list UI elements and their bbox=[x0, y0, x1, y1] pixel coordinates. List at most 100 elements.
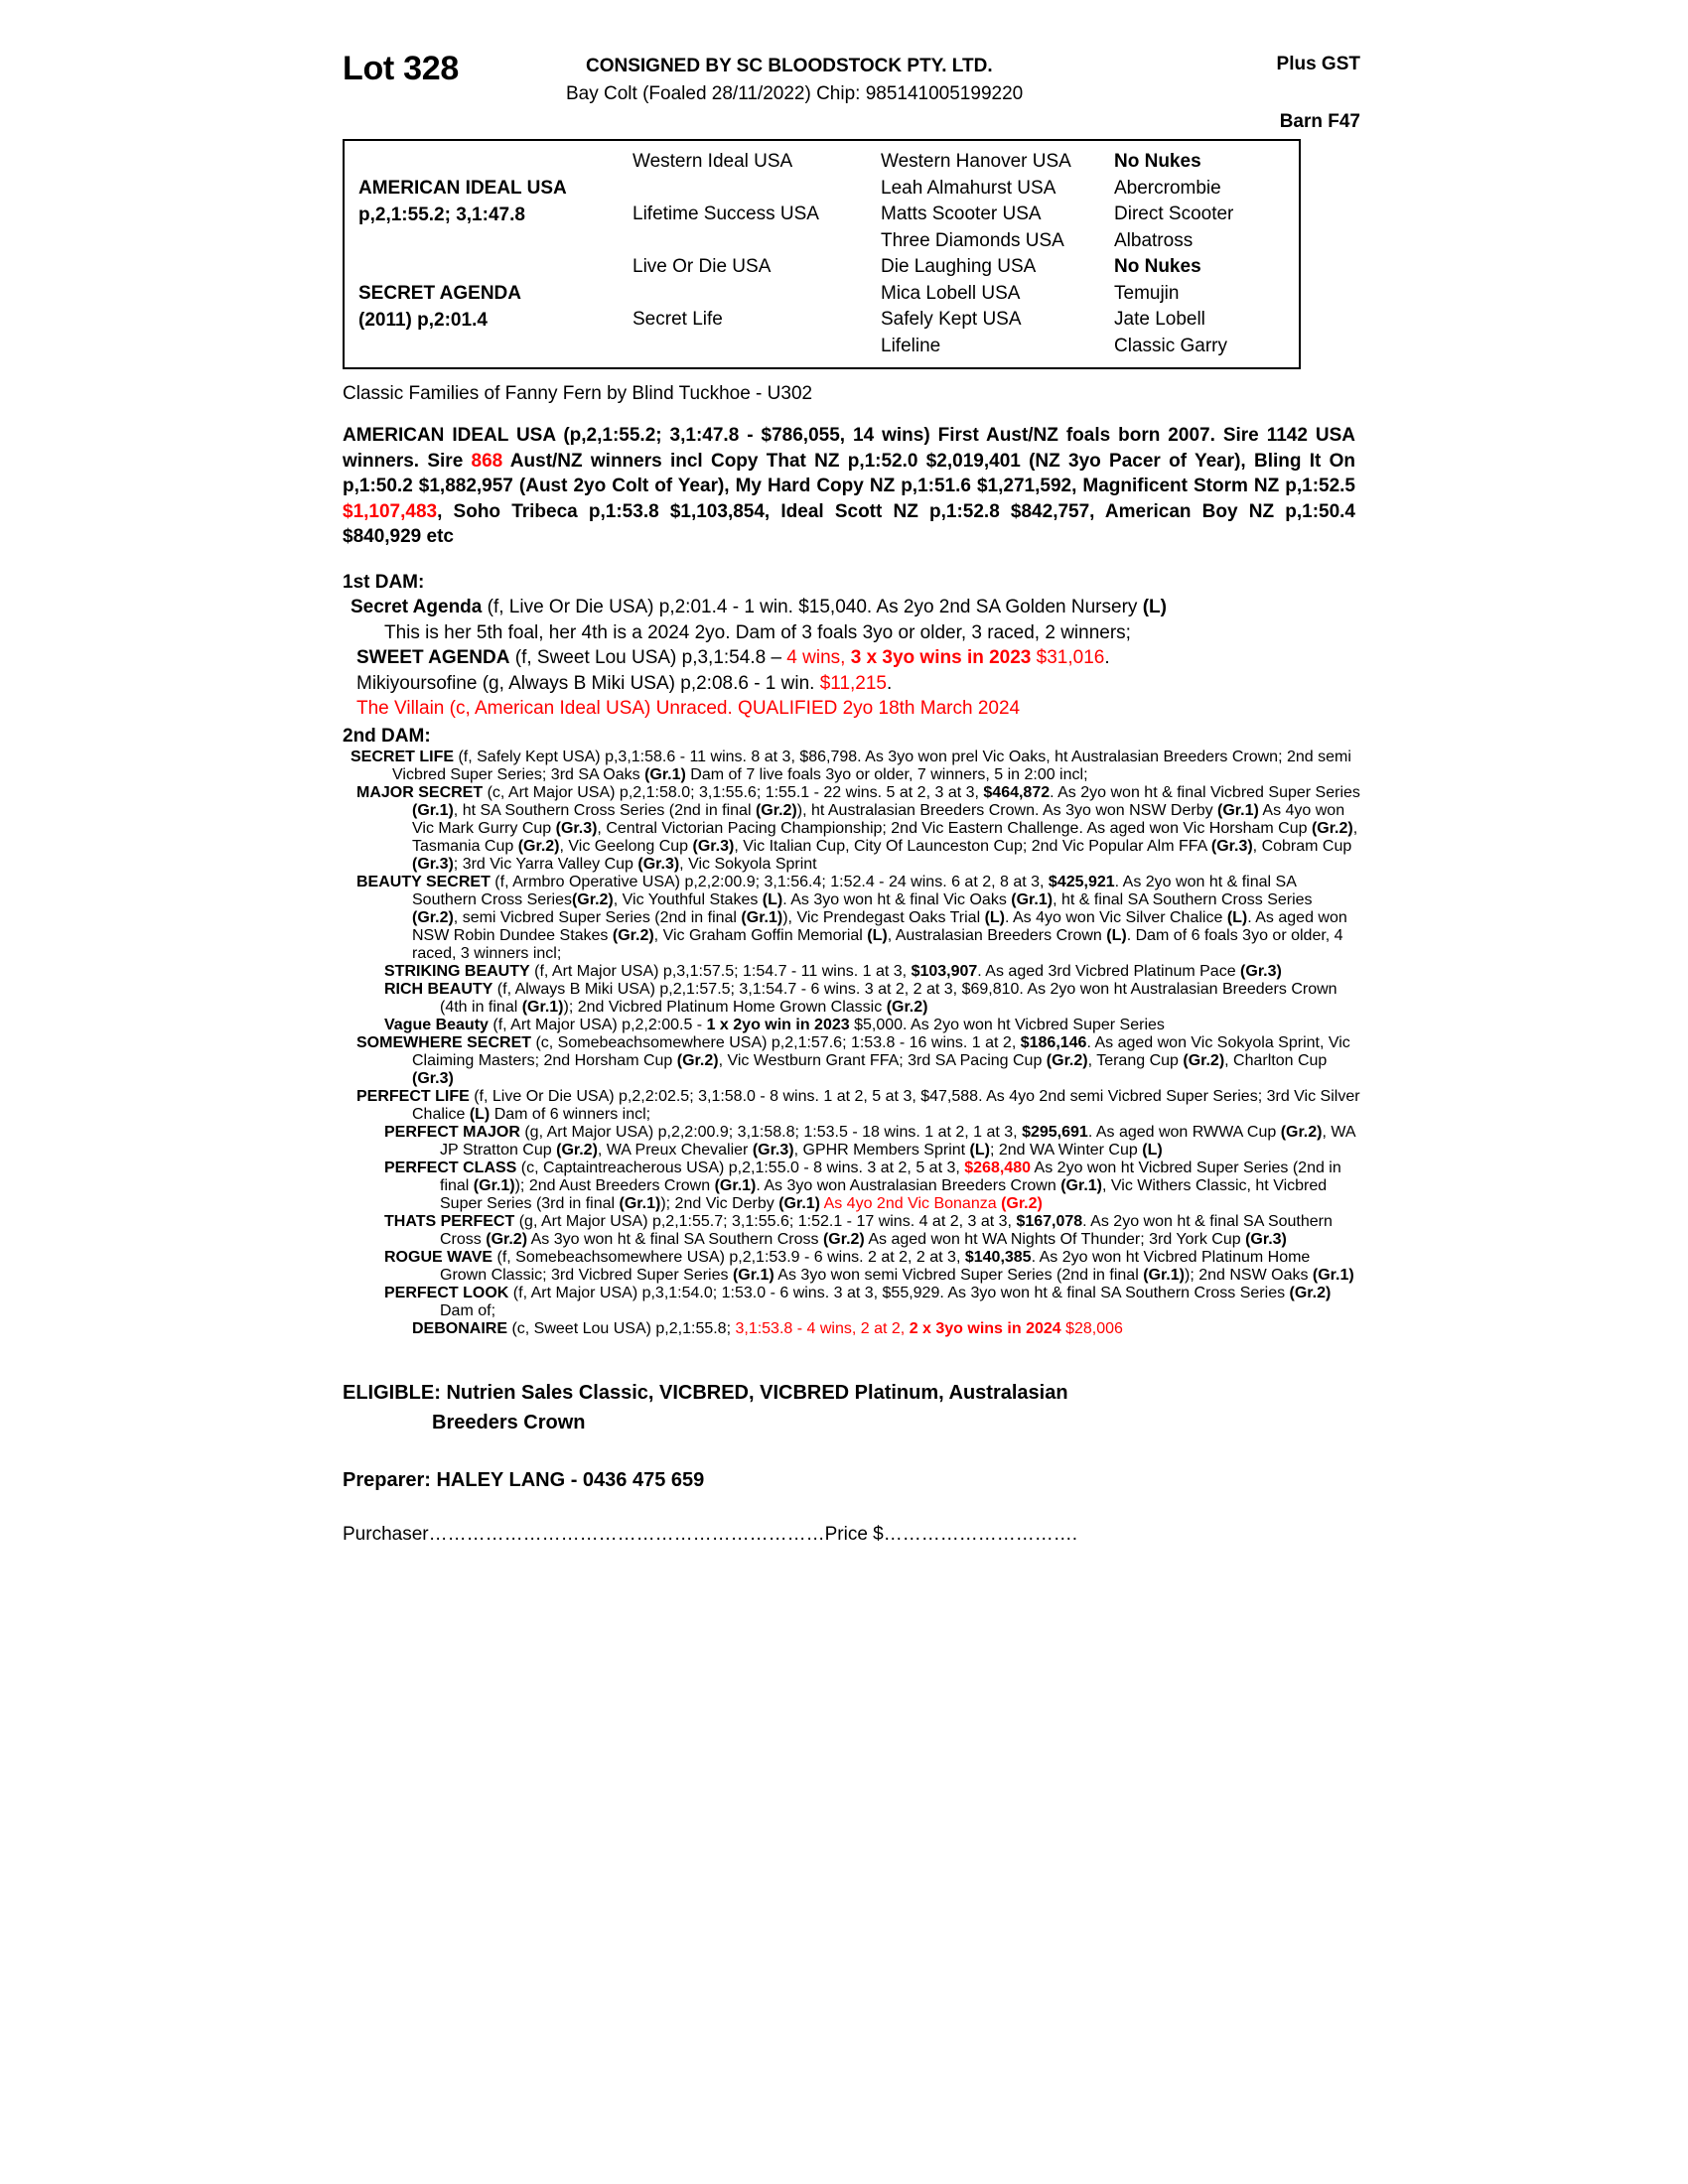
pedigree-entry-segment: (f, Safely Kept USA) p,3,1:58.6 - 11 win… bbox=[392, 749, 1351, 783]
pedigree-entry-segment: Dam of; bbox=[440, 1302, 496, 1319]
pedigree-entry-segment: (L) bbox=[969, 1142, 990, 1159]
pedigree-entry-segment: Mikiyoursofine (g, Always B Miki USA) p,… bbox=[356, 672, 820, 694]
pedigree-entry-segment: , Charlton Cup bbox=[1224, 1052, 1328, 1069]
pedigree-entry-segment: 1 x 2yo win in 2023 bbox=[706, 1017, 850, 1033]
pedigree-entry-segment: 4 wins, bbox=[786, 647, 851, 668]
pedigree-sire-cell: AMERICAN IDEAL USA p,2,1:55.2; 3,1:47.8 bbox=[345, 149, 633, 254]
pedigree-entry-segment: (Gr.2) bbox=[1311, 820, 1353, 837]
pedigree-entry: This is her 5th foal, her 4th is a 2024 … bbox=[343, 620, 1397, 646]
pedigree-entry-segment: (Gr.1) bbox=[714, 1177, 757, 1194]
pedigree-entry-segment: . As 4yo won Vic Silver Chalice bbox=[1005, 909, 1227, 926]
sire-dam-name: Lifetime Success USA bbox=[633, 204, 819, 224]
pedigree-entry-segment: (Gr.2) bbox=[517, 838, 560, 855]
pedigree-entry-segment: (Gr.1) bbox=[473, 1177, 515, 1194]
pedigree-entry-segment: ; 3rd Vic Yarra Valley Cup bbox=[453, 856, 638, 873]
spacer bbox=[633, 176, 881, 203]
pedigree-entry-segment: This is her 5th foal, her 4th is a 2024 … bbox=[384, 621, 1131, 643]
pedigree-entry-segment: (Gr.3) bbox=[637, 856, 680, 873]
pedigree-dam-grandparents: Live Or Die USA Secret Life bbox=[633, 254, 881, 359]
pedigree-entry-segment: (f, Art Major USA) p,3,1:54.0; 1:53.0 - … bbox=[508, 1285, 1290, 1301]
pedigree-entry-segment: SECRET LIFE bbox=[351, 749, 455, 765]
pedigree-entry-segment: (Gr.1) bbox=[732, 1267, 774, 1284]
sire-paragraph: AMERICAN IDEAL USA (p,2,1:55.2; 3,1:47.8… bbox=[343, 423, 1355, 550]
pedigree-entry: THATS PERFECT (g, Art Major USA) p,2,1:5… bbox=[343, 1213, 1360, 1249]
pedigree-entry-segment: (Gr.2) bbox=[1183, 1052, 1225, 1069]
eligible-continuation: Breeders Crown bbox=[432, 1412, 586, 1433]
pedigree-entry-segment: Dam of 6 winners incl; bbox=[490, 1106, 651, 1123]
pedigree-entry-segment: . Dam of 6 foals 3yo or older, 4 raced, … bbox=[412, 927, 1343, 962]
price-label: Price $ bbox=[824, 1524, 884, 1545]
sire-para-highlight-winners: 868 bbox=[471, 450, 503, 472]
pedigree-entry-segment: $31,016 bbox=[1031, 647, 1105, 668]
pedigree-entry: PERFECT LIFE (f, Live Or Die USA) p,2,2:… bbox=[343, 1088, 1360, 1124]
pedigree-entry-segment: (Gr.3) bbox=[1240, 963, 1282, 980]
pedigree-entry-segment: , ht SA Southern Cross Series (2nd in fi… bbox=[453, 802, 756, 819]
pedigree-entry-segment: (c, Art Major USA) p,2,1:58.0; 3,1:55.6;… bbox=[483, 784, 984, 801]
pedigree-entry-segment: (L) bbox=[469, 1106, 491, 1123]
pedigree-entry-segment: (Gr.3) bbox=[412, 1070, 454, 1087]
pedigree-entry-segment: , GPHR Members Sprint bbox=[793, 1142, 970, 1159]
pedigree-entry-segment: (Gr.1) bbox=[521, 999, 564, 1016]
pedigree-entry-segment: As 3yo won ht & final SA Southern Cross bbox=[527, 1231, 823, 1248]
pedigree-sire-greatgrandparents-col4: No Nukes Abercrombie Direct Scooter Alba… bbox=[1114, 149, 1298, 254]
pedigree-entry-segment: 2 x 3yo wins in 2024 bbox=[909, 1320, 1061, 1337]
pedigree-entry-segment: ), ht Australasian Breeders Crown. As 3y… bbox=[796, 802, 1218, 819]
eligible-label: ELIGIBLE: Nutrien Sales Classic, VICBRED… bbox=[343, 1382, 1068, 1404]
ggp-name: Mica Lobell USA bbox=[881, 282, 1021, 304]
pedigree-entry: The Villain (c, American Ideal USA) Unra… bbox=[343, 696, 1369, 722]
pedigree-entry-segment: (Gr.2) bbox=[1289, 1285, 1332, 1301]
pedigree-entry-segment: , Cobram Cup bbox=[1252, 838, 1352, 855]
purchaser-label: Purchaser bbox=[343, 1524, 429, 1545]
pedigree-entry-segment: (L) bbox=[984, 909, 1005, 926]
ggp-name: Three Diamonds USA bbox=[881, 229, 1064, 251]
pedigree-entry: STRIKING BEAUTY (f, Art Major USA) p,3,1… bbox=[343, 963, 1360, 981]
page-header: Lot 328 CONSIGNED BY SC BLOODSTOCK PTY. … bbox=[343, 40, 1360, 139]
pedigree-entry-segment: . As 3yo won ht & final Vic Oaks bbox=[782, 891, 1012, 908]
pedigree-entry-segment: As aged won ht WA Nights Of Thunder; 3rd… bbox=[864, 1231, 1246, 1248]
pedigree-entry-segment: (Gr.1) bbox=[412, 802, 454, 819]
pedigree-entry-segment: (Gr.1) bbox=[1217, 802, 1259, 819]
pedigree-entry-segment: (Gr.2) bbox=[822, 1231, 865, 1248]
pedigree-entry-segment: (Gr.2) bbox=[556, 1142, 598, 1159]
ggp-name: No Nukes bbox=[1114, 256, 1201, 277]
pedigree-entry-segment: . As aged 3rd Vicbred Platinum Pace bbox=[977, 963, 1241, 980]
ggp-name: No Nukes bbox=[1114, 151, 1201, 172]
pedigree-entry: PERFECT MAJOR (g, Art Major USA) p,2,2:0… bbox=[343, 1124, 1360, 1160]
pedigree-entry-segment: (Gr.3) bbox=[692, 838, 735, 855]
pedigree-entry-segment: . As 3yo won Australasian Breeders Crown bbox=[756, 1177, 1061, 1194]
sire-name: AMERICAN IDEAL USA bbox=[358, 178, 567, 199]
pedigree-entry-segment: (f, Live Or Die USA) p,2:01.4 - 1 win. $… bbox=[482, 597, 1143, 617]
pedigree-entry: MAJOR SECRET (c, Art Major USA) p,2,1:58… bbox=[343, 784, 1360, 874]
sire-para-part3: , Soho Tribeca p,1:53.8 $1,103,854, Idea… bbox=[343, 500, 1355, 548]
pedigree-entry-segment: (L) bbox=[1226, 909, 1248, 926]
pedigree-entry: PERFECT CLASS (c, Captaintreacherous USA… bbox=[343, 1160, 1360, 1213]
pedigree-entry-segment: $268,480 bbox=[964, 1160, 1031, 1176]
pedigree-table: AMERICAN IDEAL USA p,2,1:55.2; 3,1:47.8 … bbox=[343, 139, 1301, 369]
ggp-name: Die Laughing USA bbox=[881, 256, 1037, 277]
pedigree-entry-segment: (Gr.2) bbox=[1280, 1124, 1323, 1141]
pedigree-entry-segment: (L) bbox=[1106, 927, 1127, 944]
pedigree-entry-segment: (L) bbox=[1142, 1142, 1163, 1159]
ggp-name: Albatross bbox=[1114, 229, 1194, 251]
family-line: Classic Families of Fanny Fern by Blind … bbox=[343, 383, 813, 404]
pedigree-entry-segment: . As 2yo won ht & final SA Southern Cros… bbox=[412, 874, 1296, 908]
pedigree-entry-segment: PERFECT MAJOR bbox=[384, 1124, 520, 1141]
spacer bbox=[633, 281, 881, 308]
pedigree-entry-segment: (Gr.1) bbox=[1312, 1267, 1354, 1284]
pedigree-entry: Vague Beauty (f, Art Major USA) p,2,2:00… bbox=[343, 1017, 1360, 1034]
pedigree-entry: DEBONAIRE (c, Sweet Lou USA) p,2,1:55.8;… bbox=[343, 1320, 1360, 1338]
pedigree-entry-segment: (L) bbox=[762, 891, 783, 908]
pedigree-entry-segment: (c, Somebeachsomewhere USA) p,2,1:57.6; … bbox=[531, 1034, 1021, 1051]
pedigree-entry-segment: (c, Captaintreacherous USA) p,2,1:55.0 -… bbox=[516, 1160, 965, 1176]
dam-record: (2011) p,2:01.4 bbox=[358, 310, 488, 331]
pedigree-entry-segment: , Tasmania Cup bbox=[412, 820, 1358, 855]
pedigree-entry-segment: $28,006 bbox=[1060, 1320, 1123, 1337]
pedigree-entry-segment: $186,146 bbox=[1020, 1034, 1087, 1051]
pedigree-entry-segment: ; 2nd WA Winter Cup bbox=[989, 1142, 1143, 1159]
pedigree-entry-segment: $464,872 bbox=[983, 784, 1051, 801]
eligible-block: ELIGIBLE: Nutrien Sales Classic, VICBRED… bbox=[343, 1378, 1236, 1437]
pedigree-entry-segment: PERFECT LIFE bbox=[356, 1088, 470, 1105]
pedigree-entry: Secret Agenda (f, Live Or Die USA) p,2:0… bbox=[343, 595, 1363, 620]
pedigree-entry-segment: As 3yo won semi Vicbred Super Series (2n… bbox=[774, 1267, 1144, 1284]
pedigree-entry-segment: (L) bbox=[1142, 597, 1167, 617]
